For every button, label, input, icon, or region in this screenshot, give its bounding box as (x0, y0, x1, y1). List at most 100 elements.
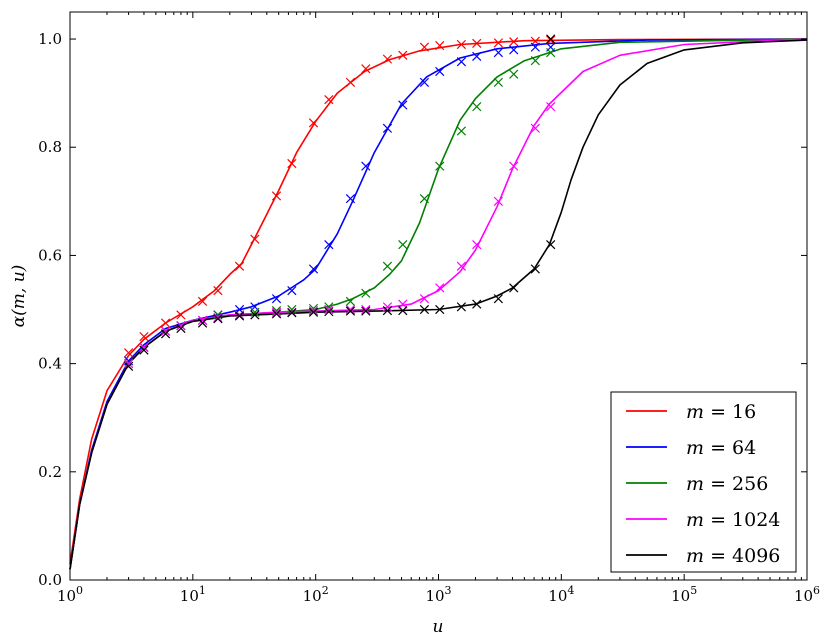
series-3-point-16 (398, 239, 408, 250)
series-3-point-8 (250, 307, 260, 317)
series-4-point-3 (160, 326, 171, 336)
series-4-point-4 (176, 321, 186, 331)
series-5-point-17 (419, 304, 430, 315)
series-2-point-21 (493, 47, 503, 58)
series-4-point-11 (308, 305, 319, 316)
series-1-point-19 (456, 39, 467, 50)
series-4-point-22 (509, 161, 519, 171)
series-4-point-21 (493, 196, 503, 206)
legend-entry-4: m = 1024 (686, 509, 780, 531)
series-5-point-21 (493, 294, 503, 304)
series-1-point-24 (546, 35, 556, 45)
series-5-point-9 (271, 309, 282, 319)
series-1-point-11 (308, 118, 319, 128)
legend-entry-5: m = 4096 (686, 545, 780, 567)
series-4-point-1 (123, 358, 134, 369)
series-5-point-14 (361, 306, 371, 316)
series-4-point-15 (382, 302, 393, 312)
series-5-point-19 (456, 302, 467, 312)
series-5-point-6 (213, 314, 223, 324)
series-4-point-9 (271, 307, 282, 317)
series-1-point-1 (123, 348, 134, 358)
series-4-point-16 (398, 299, 408, 309)
series-3-point-14 (361, 288, 371, 298)
series-5-point-3 (160, 329, 171, 339)
series-3-point-10 (287, 304, 297, 315)
series-2-point-10 (287, 285, 297, 296)
series-5-point-20 (472, 299, 482, 309)
series-5-point-25 (546, 34, 556, 44)
series-1-point-4 (176, 310, 186, 320)
series-2-point-12 (324, 239, 334, 250)
series-4-point-6 (213, 313, 223, 323)
series-3-point-9 (271, 305, 282, 316)
y-tick-label-5: 0.8 (38, 138, 62, 156)
series-5-point-7 (234, 311, 245, 321)
series-3-point-17 (419, 194, 430, 204)
series-5-point-18 (435, 304, 445, 315)
y-tick-label-6: 1.0 (38, 30, 62, 48)
series-3-point-18 (435, 161, 445, 171)
series-1-point-13 (345, 77, 356, 87)
series-3-point-23 (530, 56, 540, 66)
series-2-point-11 (308, 264, 319, 274)
series-5-point-1 (123, 361, 134, 371)
series-4-point-20 (472, 239, 482, 250)
series-2-point-14 (361, 161, 371, 171)
axis-tick-labels: 100 101 102 103 104 105 106 0.0 0.2 0.4 0.6 0.8 1.0 (38, 30, 820, 605)
series-5-point-16 (398, 305, 408, 316)
series-3-point-11 (308, 303, 319, 314)
series-2-point-15 (382, 123, 393, 133)
series-4-point-14 (361, 304, 371, 315)
x-tick-label-5: 104 (548, 584, 574, 605)
series-5-point-12 (324, 307, 334, 317)
series-markers (123, 34, 556, 371)
legend: m = 16 m = 64 m = 256 m = 1024 m = 4096 (610, 391, 797, 573)
series-5-point-15 (382, 305, 393, 316)
legend-box (610, 391, 797, 573)
series-2-point-16 (398, 100, 408, 110)
series-1-point-20 (472, 38, 482, 48)
series-4-point-5 (197, 315, 208, 325)
series-5-point-4 (176, 323, 186, 334)
series-4-point-2 (139, 342, 149, 353)
x-axis-label: u (433, 617, 444, 637)
series-4-point-13 (345, 304, 356, 315)
series-3-point-21 (493, 77, 503, 87)
series-5-point-13 (345, 306, 356, 316)
series-1-point-15 (382, 54, 393, 64)
x-tick-label-2: 101 (180, 584, 206, 605)
legend-entry-1: m = 16 (686, 401, 756, 423)
series-2-point-17 (419, 77, 430, 87)
series-line-1 (69, 38, 808, 564)
series-1-point-9 (271, 191, 282, 201)
series-4-point-24 (546, 102, 556, 112)
series-1-point-6 (213, 285, 223, 296)
series-2-point-18 (435, 66, 445, 77)
series-4-point-7 (234, 310, 245, 320)
y-tick-label-3: 0.4 (38, 355, 62, 373)
series-2-point-19 (456, 57, 467, 67)
series-5-point-10 (287, 308, 297, 318)
series-1-point-3 (160, 318, 171, 328)
series-4-point-19 (456, 261, 467, 271)
series-1-point-10 (287, 158, 297, 169)
y-tick-label-4: 0.6 (38, 246, 62, 264)
series-5-point-5 (197, 318, 208, 328)
series-3-point-19 (456, 126, 467, 136)
series-1-point-7 (234, 261, 245, 271)
series-5-point-8 (250, 310, 260, 320)
series-1-point-5 (197, 296, 208, 307)
series-2-point-20 (472, 51, 482, 61)
series-4-point-17 (419, 294, 430, 304)
series-5-point-2 (139, 345, 149, 355)
x-tick-label-6: 105 (671, 584, 697, 605)
series-1-point-21 (493, 38, 503, 48)
series-3-point-15 (382, 261, 393, 271)
axis-ticks (69, 12, 808, 581)
series-line-5 (69, 39, 808, 570)
series-2-point-22 (509, 45, 519, 55)
series-3-point-20 (472, 102, 482, 112)
series-3-point-22 (509, 69, 519, 79)
